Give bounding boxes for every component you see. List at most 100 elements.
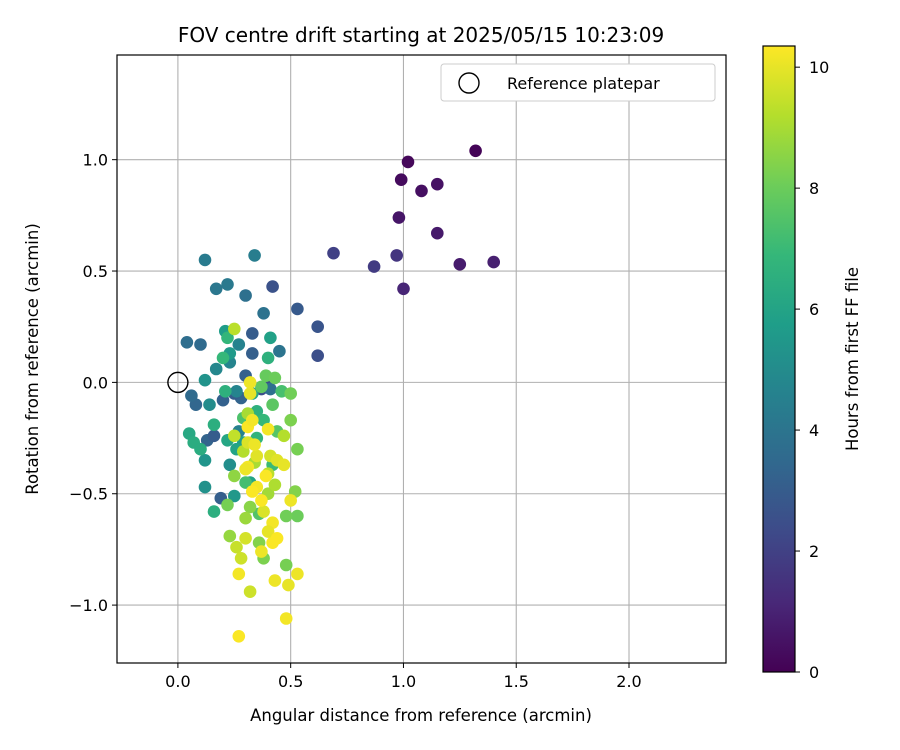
colorbar-gradient xyxy=(762,45,796,673)
data-point xyxy=(248,249,261,262)
data-point xyxy=(327,246,340,260)
data-point xyxy=(246,327,259,340)
data-point xyxy=(216,351,230,365)
data-point xyxy=(232,338,246,351)
plot-area xyxy=(116,54,727,664)
data-point xyxy=(469,144,482,158)
data-point xyxy=(279,509,293,523)
data-point xyxy=(392,211,406,224)
data-point xyxy=(223,458,237,472)
plot-frame xyxy=(116,54,727,664)
data-point xyxy=(180,336,194,349)
data-point xyxy=(284,387,298,400)
x-axis-ticks: 0.0 0.5 1.0 1.5 2.0 xyxy=(165,663,642,691)
data-point xyxy=(228,469,241,483)
data-point xyxy=(221,278,234,291)
data-point xyxy=(279,612,293,625)
data-point xyxy=(390,249,404,262)
colorbar-tick-label: 4 xyxy=(809,421,819,440)
data-point xyxy=(255,545,268,558)
data-point xyxy=(311,349,325,363)
x-tick-label: 1.0 xyxy=(391,672,416,691)
data-point xyxy=(268,478,282,492)
y-tick-label: 1.0 xyxy=(83,151,108,170)
legend-entry-label: Reference platepar xyxy=(507,74,660,93)
data-point xyxy=(239,462,252,476)
data-point xyxy=(246,485,259,498)
data-point xyxy=(261,351,275,365)
data-point xyxy=(270,532,284,545)
y-tick-label: −1.0 xyxy=(69,596,108,615)
data-point xyxy=(239,511,252,525)
y-tick-label: 0.0 xyxy=(83,373,108,392)
data-point xyxy=(230,385,243,398)
data-point xyxy=(228,322,241,336)
data-point xyxy=(207,505,221,518)
data-point xyxy=(431,226,444,240)
x-axis-label: Angular distance from reference (arcmin) xyxy=(250,706,592,725)
colorbar: 0 2 4 6 8 10 Hours from first FF file xyxy=(762,45,862,682)
data-point xyxy=(401,155,415,169)
data-point xyxy=(246,347,259,360)
x-tick-label: 0.0 xyxy=(165,672,190,691)
data-point xyxy=(194,338,207,351)
legend: Reference platepar xyxy=(440,63,716,102)
y-axis-label: Rotation from reference (arcmin) xyxy=(23,223,42,495)
data-point xyxy=(259,469,273,483)
data-point xyxy=(221,498,234,512)
data-point xyxy=(203,398,216,412)
data-point xyxy=(230,540,243,554)
data-point xyxy=(219,385,232,398)
data-point xyxy=(185,389,198,403)
legend-box xyxy=(440,63,716,102)
data-point xyxy=(246,413,259,427)
data-point xyxy=(487,255,501,269)
data-point xyxy=(453,258,467,271)
x-tick-label: 1.5 xyxy=(504,672,529,691)
data-points xyxy=(180,144,501,643)
data-point xyxy=(207,429,221,443)
y-axis-ticks: −1.0 −0.5 0.0 0.5 1.0 xyxy=(69,151,117,615)
data-point xyxy=(264,331,277,345)
data-point xyxy=(268,574,282,587)
data-point xyxy=(234,552,248,565)
data-point xyxy=(261,422,275,436)
data-point xyxy=(291,567,304,581)
x-tick-label: 2.0 xyxy=(616,672,641,691)
data-point xyxy=(209,282,223,296)
data-point xyxy=(397,282,410,296)
data-point xyxy=(291,302,304,316)
data-point xyxy=(284,413,298,427)
colorbar-label: Hours from first FF file xyxy=(843,267,862,451)
x-tick-label: 0.5 xyxy=(278,672,303,691)
data-point xyxy=(277,458,291,472)
data-point xyxy=(291,509,304,523)
y-tick-label: −0.5 xyxy=(69,485,108,504)
legend-reference-marker xyxy=(458,72,480,94)
data-point xyxy=(198,253,212,267)
reference-platepar-marker xyxy=(167,371,189,394)
colorbar-tick-label: 2 xyxy=(809,542,819,561)
data-point xyxy=(232,630,246,643)
data-point xyxy=(221,331,234,345)
data-point xyxy=(239,289,252,302)
data-point xyxy=(250,449,264,463)
data-point xyxy=(277,429,291,443)
data-point xyxy=(282,578,295,592)
colorbar-tick-label: 10 xyxy=(809,58,829,77)
colorbar-tick-label: 0 xyxy=(809,663,819,682)
data-point xyxy=(268,371,282,385)
colorbar-tick-label: 8 xyxy=(809,179,819,198)
data-point xyxy=(273,344,286,358)
data-point xyxy=(228,489,241,503)
data-point xyxy=(198,373,212,387)
colorbar-ticks: 0 2 4 6 8 10 xyxy=(795,58,829,682)
data-point xyxy=(207,418,221,432)
data-point xyxy=(291,442,304,456)
data-point xyxy=(431,177,444,191)
data-point xyxy=(243,376,257,389)
data-point xyxy=(243,500,257,514)
data-point xyxy=(198,454,212,467)
data-point xyxy=(367,260,381,273)
